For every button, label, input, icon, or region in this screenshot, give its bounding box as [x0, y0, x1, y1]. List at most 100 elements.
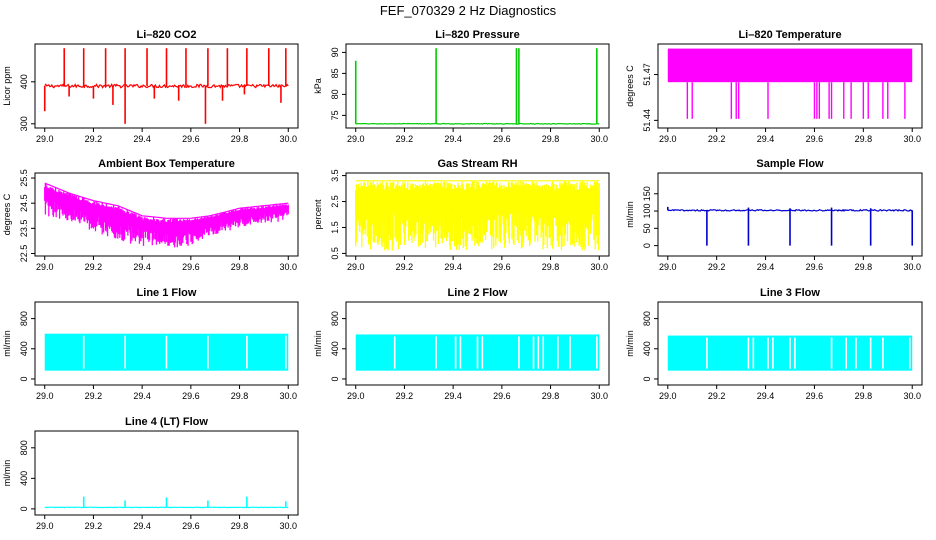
plot-frame	[657, 172, 923, 257]
panel-title: Line 4 (LT) Flow	[125, 416, 208, 428]
panel-title: Li–820 Pressure	[435, 29, 519, 41]
x-tick-label: 29.4	[133, 134, 151, 144]
chart-panel-5: Gas Stream RH percent 29.0 29.2 29.4 29.6 29.8…	[313, 158, 610, 272]
y-tick-label: 400	[19, 471, 29, 486]
x-tick-label: 30.0	[903, 391, 921, 401]
y-axis-label: ml/min	[625, 330, 635, 357]
x-tick-label: 29.6	[806, 391, 824, 401]
chart-panel-9: Line 3 Flow ml/min 29.0 29.2 29.4 29.6 29.8 30.…	[625, 287, 923, 401]
x-tick-label: 29.6	[182, 521, 200, 531]
data-series	[667, 48, 913, 119]
y-tick-label: 75	[330, 110, 340, 120]
x-tick-label: 29.4	[133, 521, 151, 531]
chart-panel-4: Ambient Box Temperature degrees C 29.0 29.2…	[2, 158, 299, 272]
x-tick-label: 30.0	[279, 391, 297, 401]
x-tick-label: 29.2	[708, 262, 726, 272]
panel-title: Line 3 Flow	[760, 287, 820, 299]
data-series	[667, 335, 913, 371]
series-envelope	[44, 184, 289, 248]
x-tick-label: 29.2	[85, 262, 103, 272]
chart-panel-7: Line 1 Flow ml/min 29.0 29.2 29.4 29.6 29.8 30.…	[2, 287, 299, 401]
y-tick-label: 51.47	[642, 63, 652, 86]
x-tick-label: 29.4	[757, 262, 775, 272]
x-tick-label: 29.2	[85, 391, 103, 401]
y-tick-label: 400	[330, 341, 340, 356]
y-tick-label: 800	[330, 311, 340, 326]
x-tick-label: 29.6	[493, 262, 511, 272]
x-tick-label: 29.2	[85, 134, 103, 144]
x-tick-label: 29.2	[85, 521, 103, 531]
data-series	[354, 48, 600, 125]
panel-title: Li–820 Temperature	[738, 29, 841, 41]
x-tick-label: 29.4	[757, 134, 775, 144]
y-tick-label: 0.5	[330, 247, 340, 260]
x-tick-label: 29.0	[36, 521, 54, 531]
x-tick-label: 29.4	[444, 391, 462, 401]
plot-frame	[345, 43, 610, 129]
x-tick-label: 29.0	[347, 391, 365, 401]
x-tick-label: 30.0	[590, 134, 608, 144]
x-tick-label: 29.8	[231, 521, 249, 531]
data-series	[44, 333, 289, 371]
plot-frame	[34, 430, 299, 516]
y-tick-label: 23.5	[19, 220, 29, 238]
panel-title: Gas Stream RH	[437, 158, 517, 170]
x-tick-label: 29.4	[757, 391, 775, 401]
x-tick-label: 29.6	[806, 262, 824, 272]
panel-title: Ambient Box Temperature	[98, 158, 235, 170]
y-tick-label: 0	[19, 376, 29, 381]
series-envelope	[355, 180, 600, 251]
y-tick-label: 0	[19, 506, 29, 511]
x-tick-label: 29.0	[659, 262, 677, 272]
series-line	[44, 83, 289, 89]
y-axis-label: degrees C	[2, 193, 12, 235]
chart-panel-10: Line 4 (LT) Flow ml/min 29.0 29.2 29.4 29.6 29…	[2, 416, 299, 531]
x-tick-label: 29.2	[708, 134, 726, 144]
plot-frame	[345, 172, 610, 257]
y-tick-label: 400	[19, 341, 29, 356]
y-tick-label: 90	[330, 47, 340, 57]
x-tick-label: 29.4	[133, 391, 151, 401]
y-tick-label: 800	[642, 311, 652, 326]
plot-frame	[34, 301, 299, 386]
y-axis-label: kPa	[313, 78, 323, 94]
x-tick-label: 29.8	[542, 134, 560, 144]
y-axis-label: percent	[313, 199, 323, 230]
x-tick-label: 29.8	[231, 391, 249, 401]
y-tick-label: 80	[330, 89, 340, 99]
chart-panel-1: Li–820 CO2 Licor ppm 29.0 29.2 29.4 29.6 29.8 3…	[2, 29, 299, 144]
y-tick-label: 400	[19, 74, 29, 89]
x-tick-label: 29.0	[347, 134, 365, 144]
x-tick-label: 29.0	[659, 134, 677, 144]
plot-frame	[657, 43, 923, 129]
data-series	[666, 206, 914, 246]
chart-panel-6: Sample Flow ml/min 29.0 29.2 29.4 29.6 29.8 30.…	[625, 158, 923, 272]
y-axis-label: ml/min	[313, 330, 323, 357]
x-tick-label: 29.6	[493, 391, 511, 401]
panel-title: Li–820 CO2	[137, 29, 197, 41]
y-tick-label: 0	[642, 376, 652, 381]
x-tick-label: 30.0	[279, 262, 297, 272]
x-tick-label: 29.2	[396, 391, 414, 401]
plot-frame	[657, 301, 923, 386]
data-series	[44, 496, 289, 509]
x-tick-label: 30.0	[903, 262, 921, 272]
y-tick-label: 400	[642, 341, 652, 356]
x-tick-label: 29.8	[855, 134, 873, 144]
plot-frame	[34, 172, 299, 257]
y-tick-label: 300	[19, 116, 29, 131]
x-tick-label: 29.2	[708, 391, 726, 401]
plot-frame	[34, 43, 299, 129]
x-tick-label: 29.6	[182, 391, 200, 401]
series-line	[355, 122, 600, 125]
x-tick-label: 29.2	[396, 134, 414, 144]
y-tick-label: 51.44	[642, 109, 652, 132]
data-series	[355, 180, 600, 251]
series-band	[667, 48, 913, 83]
panel-title: Sample Flow	[756, 158, 824, 170]
x-tick-label: 29.8	[542, 391, 560, 401]
chart-panel-8: Line 2 Flow ml/min 29.0 29.2 29.4 29.6 29.8 30.…	[313, 287, 610, 401]
x-tick-label: 30.0	[903, 134, 921, 144]
x-tick-label: 29.8	[231, 134, 249, 144]
